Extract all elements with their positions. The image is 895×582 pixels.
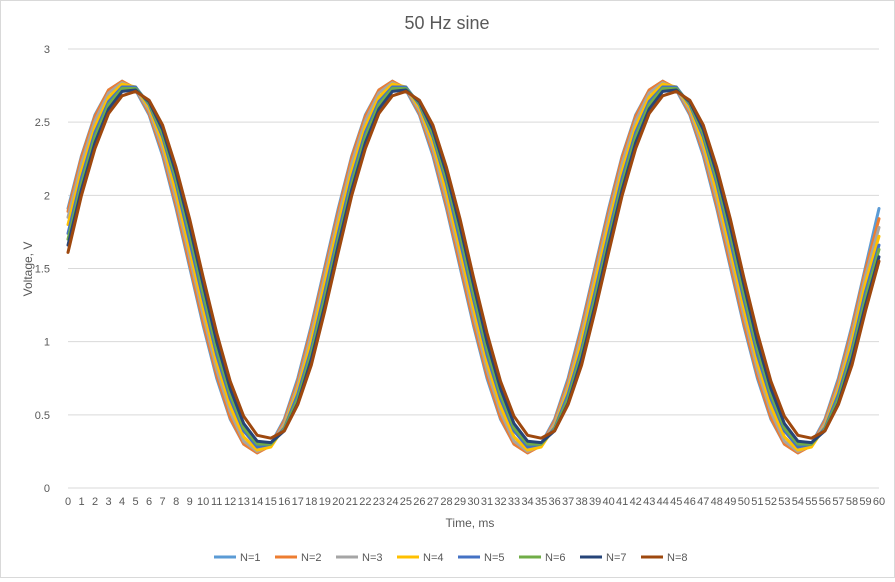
x-axis-tick-labels: 0 1 2 3 4 5 6 7 8 9 10 11 12 13 14 15 16 17 18 19 20 21 22 23 24… bbox=[65, 496, 885, 508]
x-tick-label: 1 bbox=[78, 496, 84, 508]
x-tick-label: 2 bbox=[92, 496, 98, 508]
x-tick-label: 30 bbox=[467, 496, 479, 508]
x-tick-label: 3 bbox=[105, 496, 111, 508]
x-tick-label: 29 bbox=[454, 496, 466, 508]
legend-label: N=4 bbox=[423, 552, 444, 564]
x-tick-label: 56 bbox=[819, 496, 831, 508]
y-axis-title: Voltage, V bbox=[21, 242, 35, 297]
legend-label: N=6 bbox=[545, 552, 566, 564]
x-tick-label: 24 bbox=[386, 496, 398, 508]
series-line-n7 bbox=[66, 88, 881, 445]
x-tick-label: 35 bbox=[535, 496, 547, 508]
x-tick-label: 37 bbox=[562, 496, 574, 508]
gridlines bbox=[68, 48, 879, 489]
x-tick-label: 14 bbox=[251, 496, 263, 508]
series-line-n3 bbox=[66, 81, 881, 453]
x-tick-label: 42 bbox=[630, 496, 642, 508]
legend-label: N=3 bbox=[362, 552, 383, 564]
legend-label: N=5 bbox=[484, 552, 505, 564]
x-tick-label: 19 bbox=[319, 496, 331, 508]
x-tick-label: 10 bbox=[197, 496, 209, 508]
series-line-n4 bbox=[66, 82, 881, 452]
y-tick-label: 1 bbox=[44, 337, 50, 349]
x-tick-label: 57 bbox=[832, 496, 844, 508]
x-tick-label: 36 bbox=[548, 496, 560, 508]
y-tick-label: 0 bbox=[44, 483, 50, 495]
x-tick-label: 20 bbox=[332, 496, 344, 508]
y-axis-tick-labels: 0 0.5 1 1.5 2 2.5 3 bbox=[35, 44, 50, 495]
x-tick-label: 53 bbox=[778, 496, 790, 508]
x-tick-label: 4 bbox=[119, 496, 125, 508]
x-tick-label: 15 bbox=[265, 496, 277, 508]
x-tick-label: 17 bbox=[292, 496, 304, 508]
x-tick-label: 38 bbox=[576, 496, 588, 508]
x-tick-label: 18 bbox=[305, 496, 317, 508]
x-tick-label: 6 bbox=[146, 496, 152, 508]
legend-label: N=8 bbox=[667, 552, 688, 564]
x-tick-label: 47 bbox=[697, 496, 709, 508]
x-tick-label: 40 bbox=[603, 496, 615, 508]
series-line-n2 bbox=[66, 79, 881, 455]
x-tick-label: 45 bbox=[670, 496, 682, 508]
legend-label: N=2 bbox=[301, 552, 322, 564]
legend-label: N=7 bbox=[606, 552, 627, 564]
x-tick-label: 48 bbox=[711, 496, 723, 508]
series-lines bbox=[66, 79, 881, 455]
x-tick-label: 58 bbox=[846, 496, 858, 508]
x-tick-label: 54 bbox=[792, 496, 804, 508]
x-tick-label: 21 bbox=[346, 496, 358, 508]
x-tick-label: 7 bbox=[160, 496, 166, 508]
x-tick-label: 52 bbox=[765, 496, 777, 508]
chart-title: 50 Hz sine bbox=[404, 13, 489, 33]
x-tick-label: 60 bbox=[873, 496, 885, 508]
legend: N=1 N=2 N=3 N=4 N=5 N=6 N=7 N=8 bbox=[214, 552, 688, 564]
x-tick-label: 0 bbox=[65, 496, 71, 508]
x-tick-label: 49 bbox=[724, 496, 736, 508]
x-tick-label: 26 bbox=[413, 496, 425, 508]
y-tick-label: 2 bbox=[44, 190, 50, 202]
y-tick-label: 2.5 bbox=[35, 117, 50, 129]
x-tick-label: 12 bbox=[224, 496, 236, 508]
series-line-n6 bbox=[66, 87, 881, 446]
x-axis-title: Time, ms bbox=[446, 516, 495, 530]
y-tick-label: 3 bbox=[44, 44, 50, 56]
x-tick-label: 41 bbox=[616, 496, 628, 508]
x-tick-label: 39 bbox=[589, 496, 601, 508]
x-tick-label: 59 bbox=[859, 496, 871, 508]
x-tick-label: 9 bbox=[187, 496, 193, 508]
x-tick-label: 34 bbox=[521, 496, 533, 508]
legend-label: N=1 bbox=[240, 552, 261, 564]
x-tick-label: 51 bbox=[751, 496, 763, 508]
x-tick-label: 32 bbox=[494, 496, 506, 508]
x-tick-label: 22 bbox=[359, 496, 371, 508]
x-tick-label: 44 bbox=[657, 496, 669, 508]
series-line-n8 bbox=[66, 89, 881, 440]
x-tick-label: 50 bbox=[738, 496, 750, 508]
x-tick-label: 16 bbox=[278, 496, 290, 508]
y-tick-label: 0.5 bbox=[35, 410, 50, 422]
y-tick-label: 1.5 bbox=[35, 264, 50, 276]
x-tick-label: 23 bbox=[373, 496, 385, 508]
x-tick-label: 5 bbox=[133, 496, 139, 508]
x-tick-label: 11 bbox=[211, 496, 222, 508]
x-tick-label: 31 bbox=[481, 496, 493, 508]
x-tick-label: 25 bbox=[400, 496, 412, 508]
x-tick-label: 27 bbox=[427, 496, 439, 508]
x-tick-label: 13 bbox=[238, 496, 250, 508]
x-tick-label: 33 bbox=[508, 496, 520, 508]
x-tick-label: 46 bbox=[684, 496, 696, 508]
x-tick-label: 55 bbox=[805, 496, 817, 508]
x-tick-label: 8 bbox=[173, 496, 179, 508]
x-tick-label: 43 bbox=[643, 496, 655, 508]
x-tick-label: 28 bbox=[440, 496, 452, 508]
